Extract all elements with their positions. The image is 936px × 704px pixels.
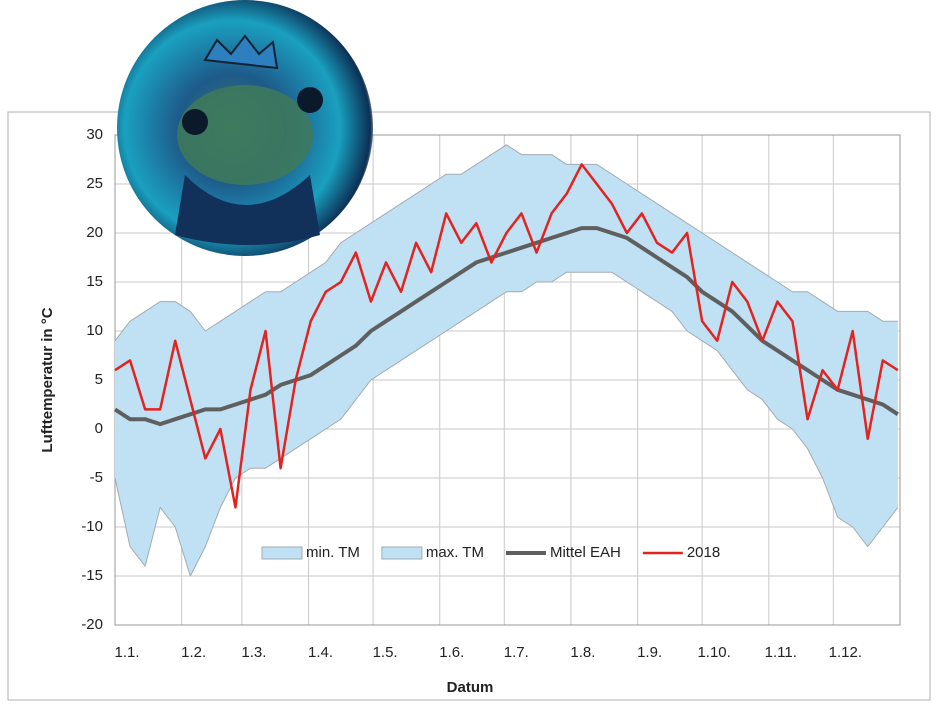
y-tick-label: 5 bbox=[95, 371, 103, 388]
x-tick-label: 1.3. bbox=[241, 644, 266, 661]
series-line bbox=[114, 163, 899, 509]
x-tick-label: 1.6. bbox=[439, 644, 464, 661]
y-tick-label: 0 bbox=[95, 420, 103, 437]
legend-label: 2018 bbox=[687, 544, 720, 561]
legend-label: Mittel EAH bbox=[550, 544, 621, 561]
frog-photo bbox=[117, 0, 373, 256]
x-tick-label: 1.11. bbox=[765, 644, 797, 661]
x-tick-label: 1.12. bbox=[829, 644, 862, 661]
x-tick-label: 1.10. bbox=[697, 644, 730, 661]
y-tick-label: 30 bbox=[86, 126, 103, 143]
x-tick-label: 1.2. bbox=[181, 644, 206, 661]
legend-label: max. TM bbox=[426, 544, 484, 561]
y-tick-label: 15 bbox=[86, 273, 103, 290]
x-tick-label: 1.9. bbox=[637, 644, 662, 661]
y-axis-label: Lufttemperatur in °C bbox=[39, 307, 56, 452]
legend-swatch bbox=[381, 546, 423, 560]
x-axis-label: Datum bbox=[447, 679, 494, 696]
x-tick-label: 1.1. bbox=[114, 644, 139, 661]
band-edge bbox=[114, 271, 899, 577]
x-tick-label: 1.4. bbox=[308, 644, 333, 661]
band-edge bbox=[114, 144, 898, 342]
x-tick-label: 1.5. bbox=[373, 644, 398, 661]
x-tick-label: 1.8. bbox=[570, 644, 595, 661]
legend-swatch bbox=[261, 546, 303, 560]
range-band bbox=[115, 144, 898, 577]
legend-label: min. TM bbox=[306, 544, 360, 561]
series-line bbox=[113, 226, 899, 427]
y-tick-label: -5 bbox=[90, 469, 103, 486]
legend: min. TM max. TM Mittel EAH 2018 bbox=[261, 544, 720, 561]
plot-area: -20 -15 -10 -5 0 5 10 15 20 25 30 1.1. 1.2. 1.3. 1.4. 1… bbox=[81, 126, 901, 661]
y-tick-label: 25 bbox=[86, 175, 103, 192]
y-tick-label: -10 bbox=[81, 518, 103, 535]
y-tick-label: 20 bbox=[86, 224, 103, 241]
y-tick-label: 10 bbox=[86, 322, 103, 339]
y-tick-label: -20 bbox=[81, 616, 103, 633]
x-tick-label: 1.7. bbox=[504, 644, 529, 661]
y-tick-label: -15 bbox=[81, 567, 103, 584]
